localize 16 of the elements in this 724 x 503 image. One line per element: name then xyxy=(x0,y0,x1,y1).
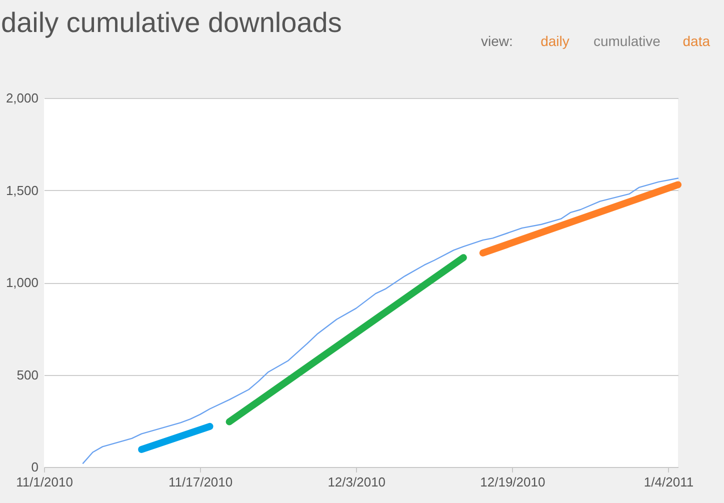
chart-title: daily cumulative downloads xyxy=(1,7,342,38)
y-tick-label: 2,000 xyxy=(6,90,38,106)
x-tick-label: 12/19/2010 xyxy=(480,474,546,490)
text: data xyxy=(682,33,710,49)
x-tick-label: 11/1/2010 xyxy=(16,474,73,490)
x-tick-label: 1/4/2011 xyxy=(644,474,694,490)
y-tick-label: 1,500 xyxy=(6,182,38,198)
text: daily xyxy=(540,33,570,49)
y-tick-label: 1,000 xyxy=(6,275,38,290)
text: cumulative xyxy=(593,33,661,49)
text: view: xyxy=(480,33,513,49)
x-tick-label: 12/3/2010 xyxy=(328,474,386,490)
line-series xyxy=(82,178,679,464)
x-tick-label: 11/17/2010 xyxy=(168,474,233,490)
y-tick-label: 0 xyxy=(31,460,38,474)
y-tick-label: 500 xyxy=(16,367,38,382)
